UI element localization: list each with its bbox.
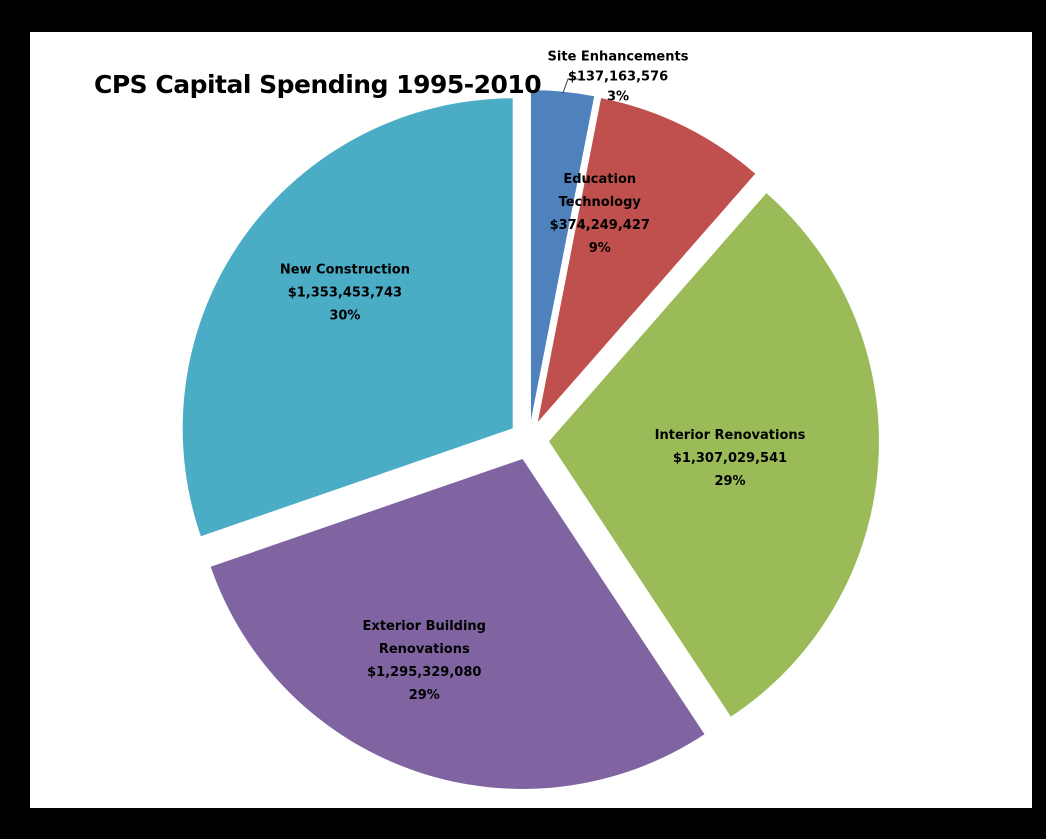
slice-label-amount: $374,249,427	[550, 218, 650, 233]
pie-slice-2	[548, 193, 879, 717]
slice-label-name: Education	[563, 172, 636, 187]
slice-label-percent: 29%	[714, 474, 745, 489]
chart-panel: Site Enhancements $137,163,576 3% Education…	[30, 32, 1032, 808]
pie-slice-0	[530, 90, 595, 421]
slice-label-group-1: Education Technology $374,249,427 9%	[550, 172, 650, 256]
slice-label-name: New Construction	[280, 263, 410, 278]
pie-slice-4	[182, 98, 513, 537]
leader-line	[562, 78, 578, 94]
slice-label-name: Technology	[559, 195, 642, 210]
slice-label-name: Exterior Building	[363, 619, 486, 634]
pie-chart: Site Enhancements$137,163,5763%Education…	[182, 50, 879, 789]
chart-title: CPS Capital Spending 1995-2010	[94, 70, 542, 99]
slice-label-percent: 30%	[329, 309, 360, 324]
slice-label-percent: 29%	[409, 688, 440, 703]
slice-label-amount: $1,307,029,541	[673, 451, 787, 466]
pie-slice-1	[537, 98, 756, 423]
pie-slice-3	[210, 458, 705, 789]
slice-label-percent: 9%	[589, 241, 611, 256]
slice-label-group-4: New Construction $1,353,453,743 30%	[280, 263, 410, 324]
slice-label-name: Renovations	[379, 642, 470, 657]
slice-label-amount: $1,353,453,743	[288, 286, 402, 301]
slice-label-group-2: Interior Renovations $1,307,029,541 29%	[655, 428, 806, 489]
slice-label-name: Site Enhancements	[548, 50, 689, 65]
slice-label-amount: $137,163,576	[568, 70, 668, 85]
slice-label-amount: $1,295,329,080	[367, 665, 481, 680]
slice-label-group-3: Exterior Building Renovations $1,295,329,0…	[363, 619, 486, 703]
slice-label-name: Interior Renovations	[655, 428, 806, 443]
